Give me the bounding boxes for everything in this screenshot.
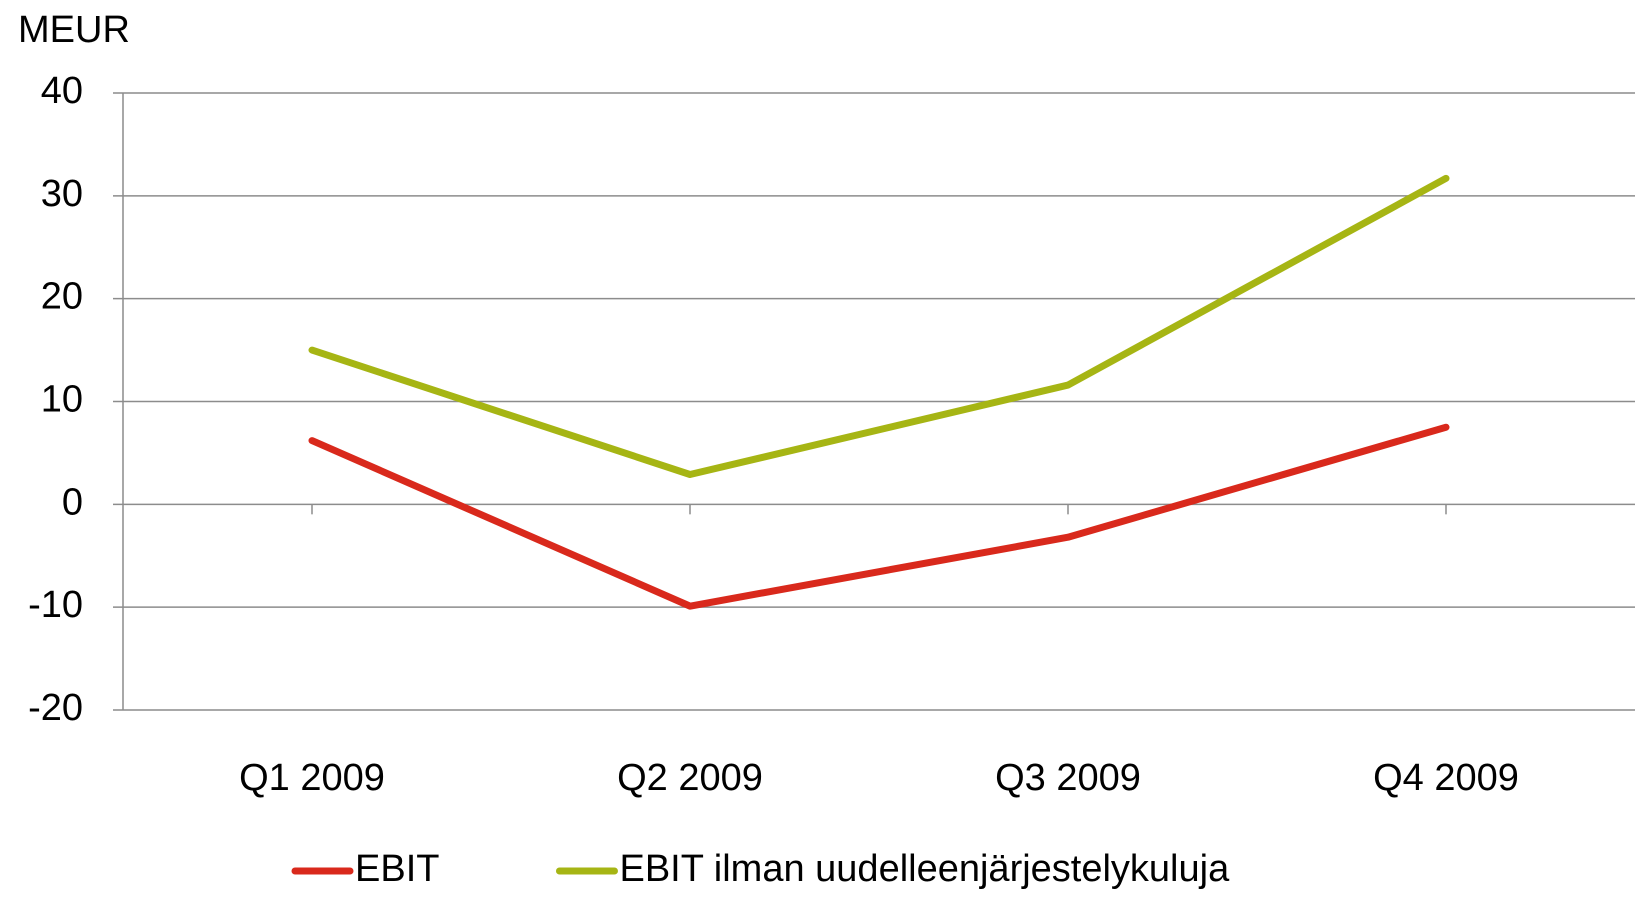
y-tick-label: 20: [41, 276, 83, 318]
line: [308, 423, 1450, 610]
line: [308, 174, 1450, 479]
x-tick-label: Q2 2009: [617, 757, 763, 799]
y-tick-label: 40: [41, 70, 83, 112]
y-axis-label: MEUR: [18, 9, 130, 51]
x-tick-label: Q1 2009: [239, 757, 385, 799]
y-tick-label: -10: [28, 584, 83, 626]
y-tick-label: 0: [62, 481, 83, 523]
legend-label: EBIT ilman uudelleenjärjestelykuluja: [619, 848, 1230, 890]
x-tick-label: Q3 2009: [995, 757, 1141, 799]
y-tick-label: 10: [41, 379, 83, 421]
x-tick-label: Q4 2009: [1373, 757, 1519, 799]
y-tick-label: 30: [41, 173, 83, 215]
y-tick-label: -20: [28, 687, 83, 729]
legend-label: EBIT: [355, 848, 439, 890]
